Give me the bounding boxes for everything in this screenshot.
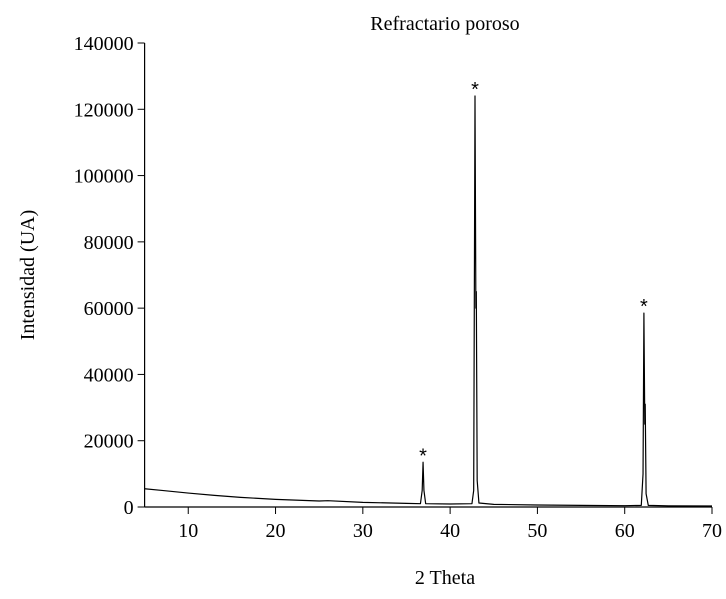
x-tick-label: 40 — [440, 520, 460, 542]
peak-annotation: * — [419, 445, 427, 467]
peak-annotation: * — [471, 79, 479, 101]
y-tick-label: 80000 — [84, 232, 134, 254]
x-axis-label: 2 Theta — [415, 567, 475, 589]
x-tick-label: 20 — [266, 520, 286, 542]
x-tick-label: 30 — [353, 520, 373, 542]
y-tick-label: 60000 — [84, 298, 134, 320]
x-tick-label: 10 — [178, 520, 198, 542]
x-tick-label: 60 — [615, 520, 635, 542]
y-tick-label: 40000 — [84, 364, 134, 386]
y-tick-label: 100000 — [74, 166, 134, 188]
y-tick-label: 140000 — [74, 33, 134, 55]
chart-title: Refractario poroso — [370, 13, 519, 35]
peak-annotation: * — [640, 296, 648, 318]
y-tick-label: 20000 — [84, 431, 134, 453]
y-axis-label: Intensidad (UA) — [17, 210, 39, 341]
y-tick-label: 0 — [124, 497, 134, 519]
data-line — [144, 95, 713, 507]
x-tick-label: 70 — [702, 520, 722, 542]
x-tick-label: 50 — [527, 520, 547, 542]
y-tick-label: 120000 — [74, 99, 134, 121]
